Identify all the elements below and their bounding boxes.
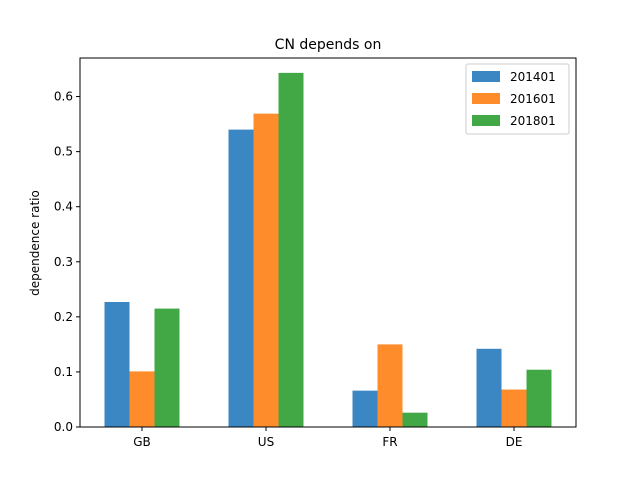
x-tick-label-us: US (258, 435, 274, 449)
bar-us-201801 (278, 72, 304, 427)
chart-title: CN depends on (275, 37, 382, 53)
x-tick-label-de: DE (506, 435, 523, 449)
y-tick-label: 0.1 (54, 365, 73, 379)
plot-frame (79, 57, 577, 428)
legend-swatch-201801 (472, 115, 500, 126)
y-axis: 0.0 0.1 0.2 0.3 0.4 0.5 0.6 (54, 90, 80, 434)
y-tick-label: 0.4 (54, 200, 73, 214)
legend-swatch-201601 (472, 93, 500, 104)
bars-group (104, 72, 552, 428)
y-tick-label: 0.5 (54, 145, 73, 159)
y-axis-label: dependence ratio (28, 190, 42, 296)
x-tick-label-fr: FR (382, 435, 397, 449)
bar-us-201401 (228, 129, 254, 427)
x-tick-label-gb: GB (133, 435, 151, 449)
y-tick-label: 0.6 (54, 90, 73, 104)
bar-de-201601 (501, 389, 527, 427)
bar-gb-201601 (129, 371, 155, 427)
bar-us-201601 (253, 113, 279, 428)
bar-fr-201601 (377, 344, 403, 427)
bar-gb-201801 (154, 308, 180, 427)
legend-label-201601: 201601 (510, 92, 556, 106)
bar-de-201401 (476, 348, 502, 427)
legend-label-201801: 201801 (510, 114, 556, 128)
x-axis: GB US FR DE (133, 427, 522, 449)
legend: 201401 201601 201801 (465, 63, 570, 135)
legend-label-201401: 201401 (510, 70, 556, 84)
y-tick-label: 0.0 (54, 420, 73, 434)
legend-swatch-201401 (472, 71, 500, 82)
bar-gb-201401 (104, 301, 130, 427)
y-tick-label: 0.3 (54, 255, 73, 269)
bar-fr-201401 (352, 390, 378, 427)
bar-fr-201801 (402, 412, 428, 427)
y-tick-label: 0.2 (54, 310, 73, 324)
bar-de-201801 (526, 369, 552, 427)
